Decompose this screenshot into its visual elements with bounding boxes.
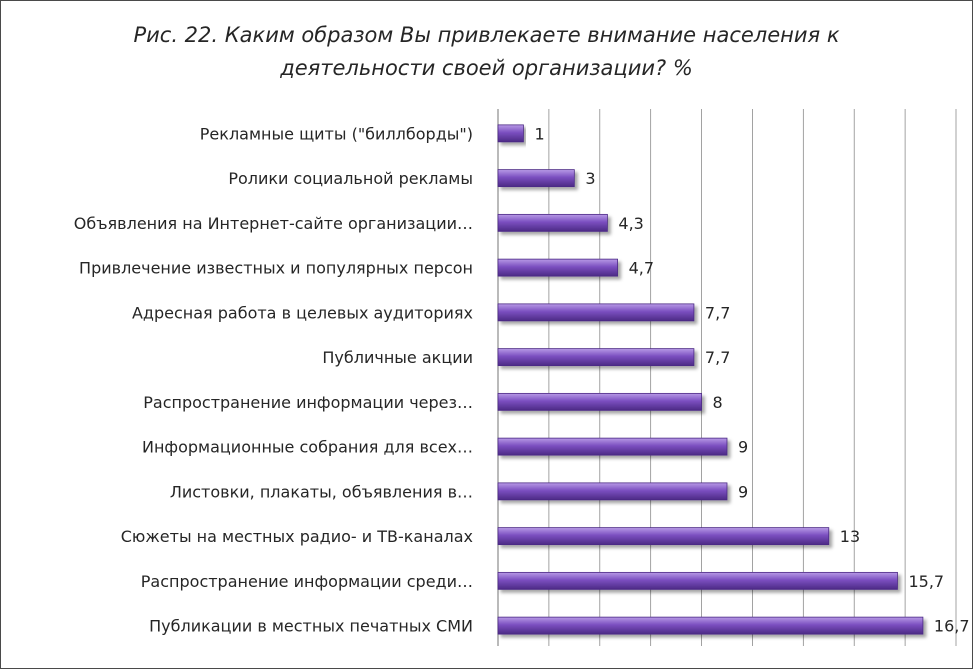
category-label: Рекламные щиты ("биллборды")	[200, 124, 473, 143]
category-label: Публикации в местных печатных СМИ	[149, 617, 473, 636]
bar	[497, 392, 702, 411]
bar	[497, 348, 695, 367]
data-label: 4,3	[618, 214, 643, 233]
data-label: 1	[534, 124, 544, 143]
category-label: Привлечение известных и популярных персо…	[79, 259, 473, 278]
bar	[497, 482, 728, 501]
bar	[497, 571, 898, 590]
bar	[497, 213, 608, 232]
gridlines	[497, 109, 957, 646]
category-label: Объявления на Интернет-сайте организации…	[74, 214, 473, 233]
category-label: Адресная работа в целевых аудиториях	[132, 303, 473, 322]
bar	[497, 437, 728, 456]
data-label: 9	[738, 482, 748, 501]
data-label: 16,7	[934, 617, 970, 636]
bar	[497, 169, 575, 188]
category-labels: Рекламные щиты ("биллборды") Ролики социа…	[74, 124, 473, 635]
data-label: 3	[585, 169, 595, 188]
data-label: 13	[840, 527, 860, 546]
bar	[497, 616, 924, 635]
bar	[497, 303, 695, 322]
category-label: Листовки, плакаты, объявления в…	[170, 482, 473, 501]
category-label: Сюжеты на местных радио- и ТВ-каналах	[121, 527, 473, 546]
category-label: Распространение информации среди…	[141, 572, 473, 591]
category-label: Распространение информации через…	[143, 393, 473, 412]
category-label: Ролики социальной рекламы	[228, 169, 473, 188]
bar	[497, 527, 830, 546]
data-label: 15,7	[908, 572, 944, 591]
chart-title: Рис. 22. Каким образом Вы привлекаете вн…	[1, 19, 972, 85]
data-label: 4,7	[629, 259, 654, 278]
bar	[497, 258, 618, 277]
bars	[497, 124, 924, 635]
bar	[497, 124, 524, 143]
category-label: Публичные акции	[322, 348, 473, 367]
data-label: 8	[713, 393, 723, 412]
data-label: 7,7	[705, 348, 730, 367]
data-label: 9	[738, 438, 748, 457]
category-label: Информационные собрания для всех…	[142, 438, 473, 457]
chart-title-line-2: деятельности своей организации? %	[280, 56, 693, 80]
chart-title-line-1: Рис. 22. Каким образом Вы привлекаете вн…	[133, 23, 840, 47]
data-label: 7,7	[705, 303, 730, 322]
